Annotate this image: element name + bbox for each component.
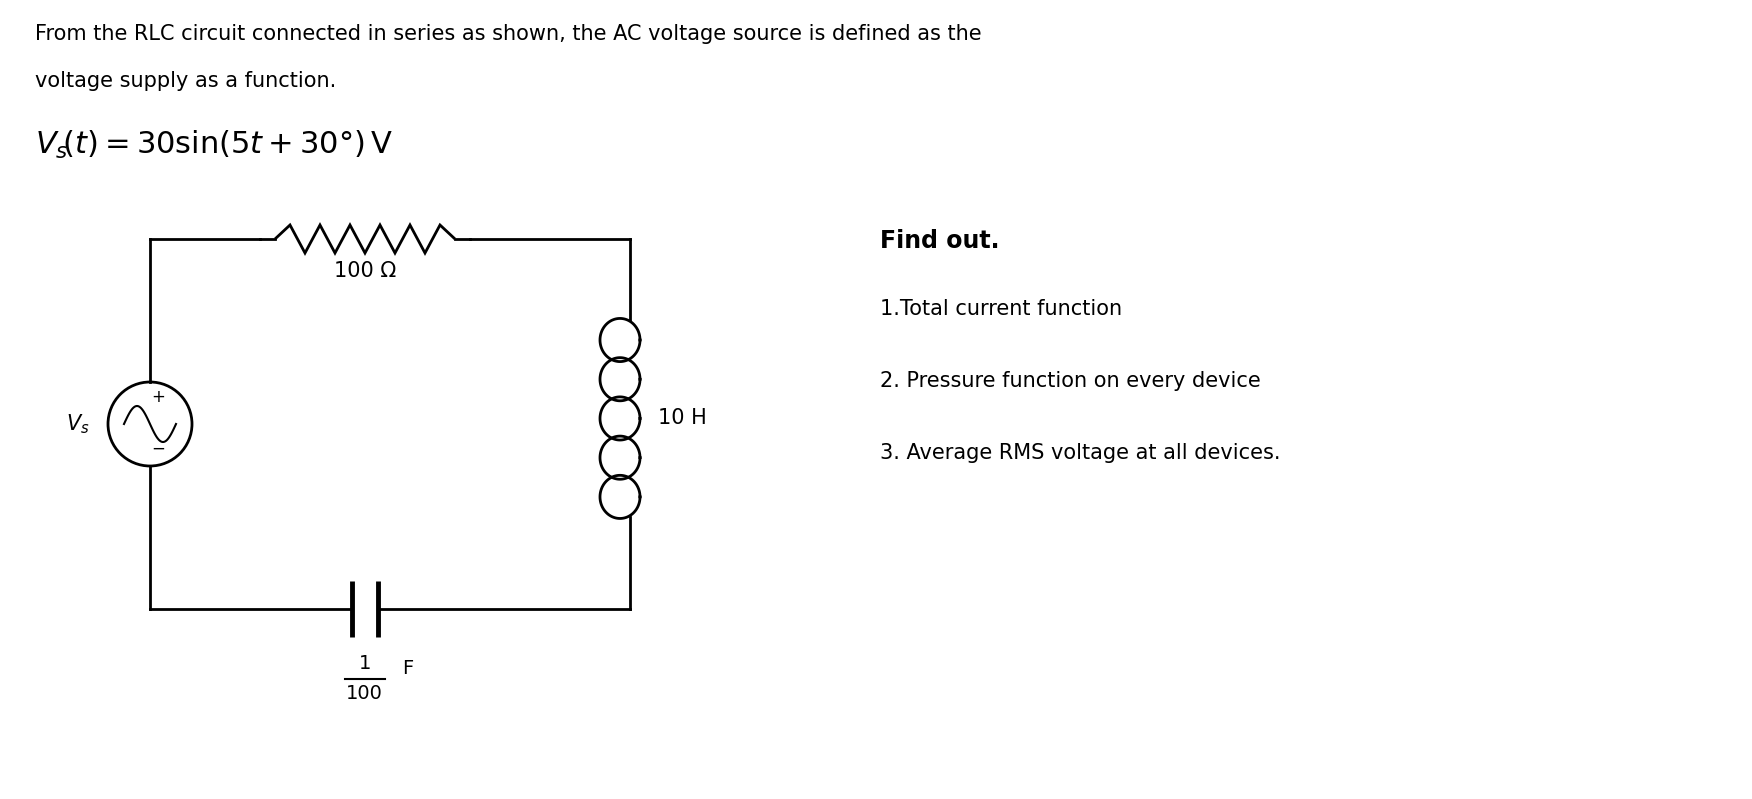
Text: 2. Pressure function on every device: 2. Pressure function on every device xyxy=(880,371,1261,391)
Text: +: + xyxy=(151,388,165,406)
Text: From the RLC circuit connected in series as shown, the AC voltage source is defi: From the RLC circuit connected in series… xyxy=(35,24,981,44)
Text: F: F xyxy=(403,659,413,678)
Text: 1.Total current function: 1.Total current function xyxy=(880,299,1121,319)
Text: 100: 100 xyxy=(347,684,384,703)
Text: −: − xyxy=(151,440,165,458)
Text: 10 H: 10 H xyxy=(659,408,706,428)
Text: voltage supply as a function.: voltage supply as a function. xyxy=(35,71,336,91)
Text: 3. Average RMS voltage at all devices.: 3. Average RMS voltage at all devices. xyxy=(880,443,1281,463)
Text: Find out.: Find out. xyxy=(880,229,999,253)
Text: 1: 1 xyxy=(359,654,371,673)
Text: $V_s\!\left(t\right)=30\sin\!\left(5t+30°\right)\,\mathrm{V}$: $V_s\!\left(t\right)=30\sin\!\left(5t+30… xyxy=(35,129,392,161)
Text: 100 Ω: 100 Ω xyxy=(335,261,396,281)
Text: $V_s$: $V_s$ xyxy=(67,412,89,435)
